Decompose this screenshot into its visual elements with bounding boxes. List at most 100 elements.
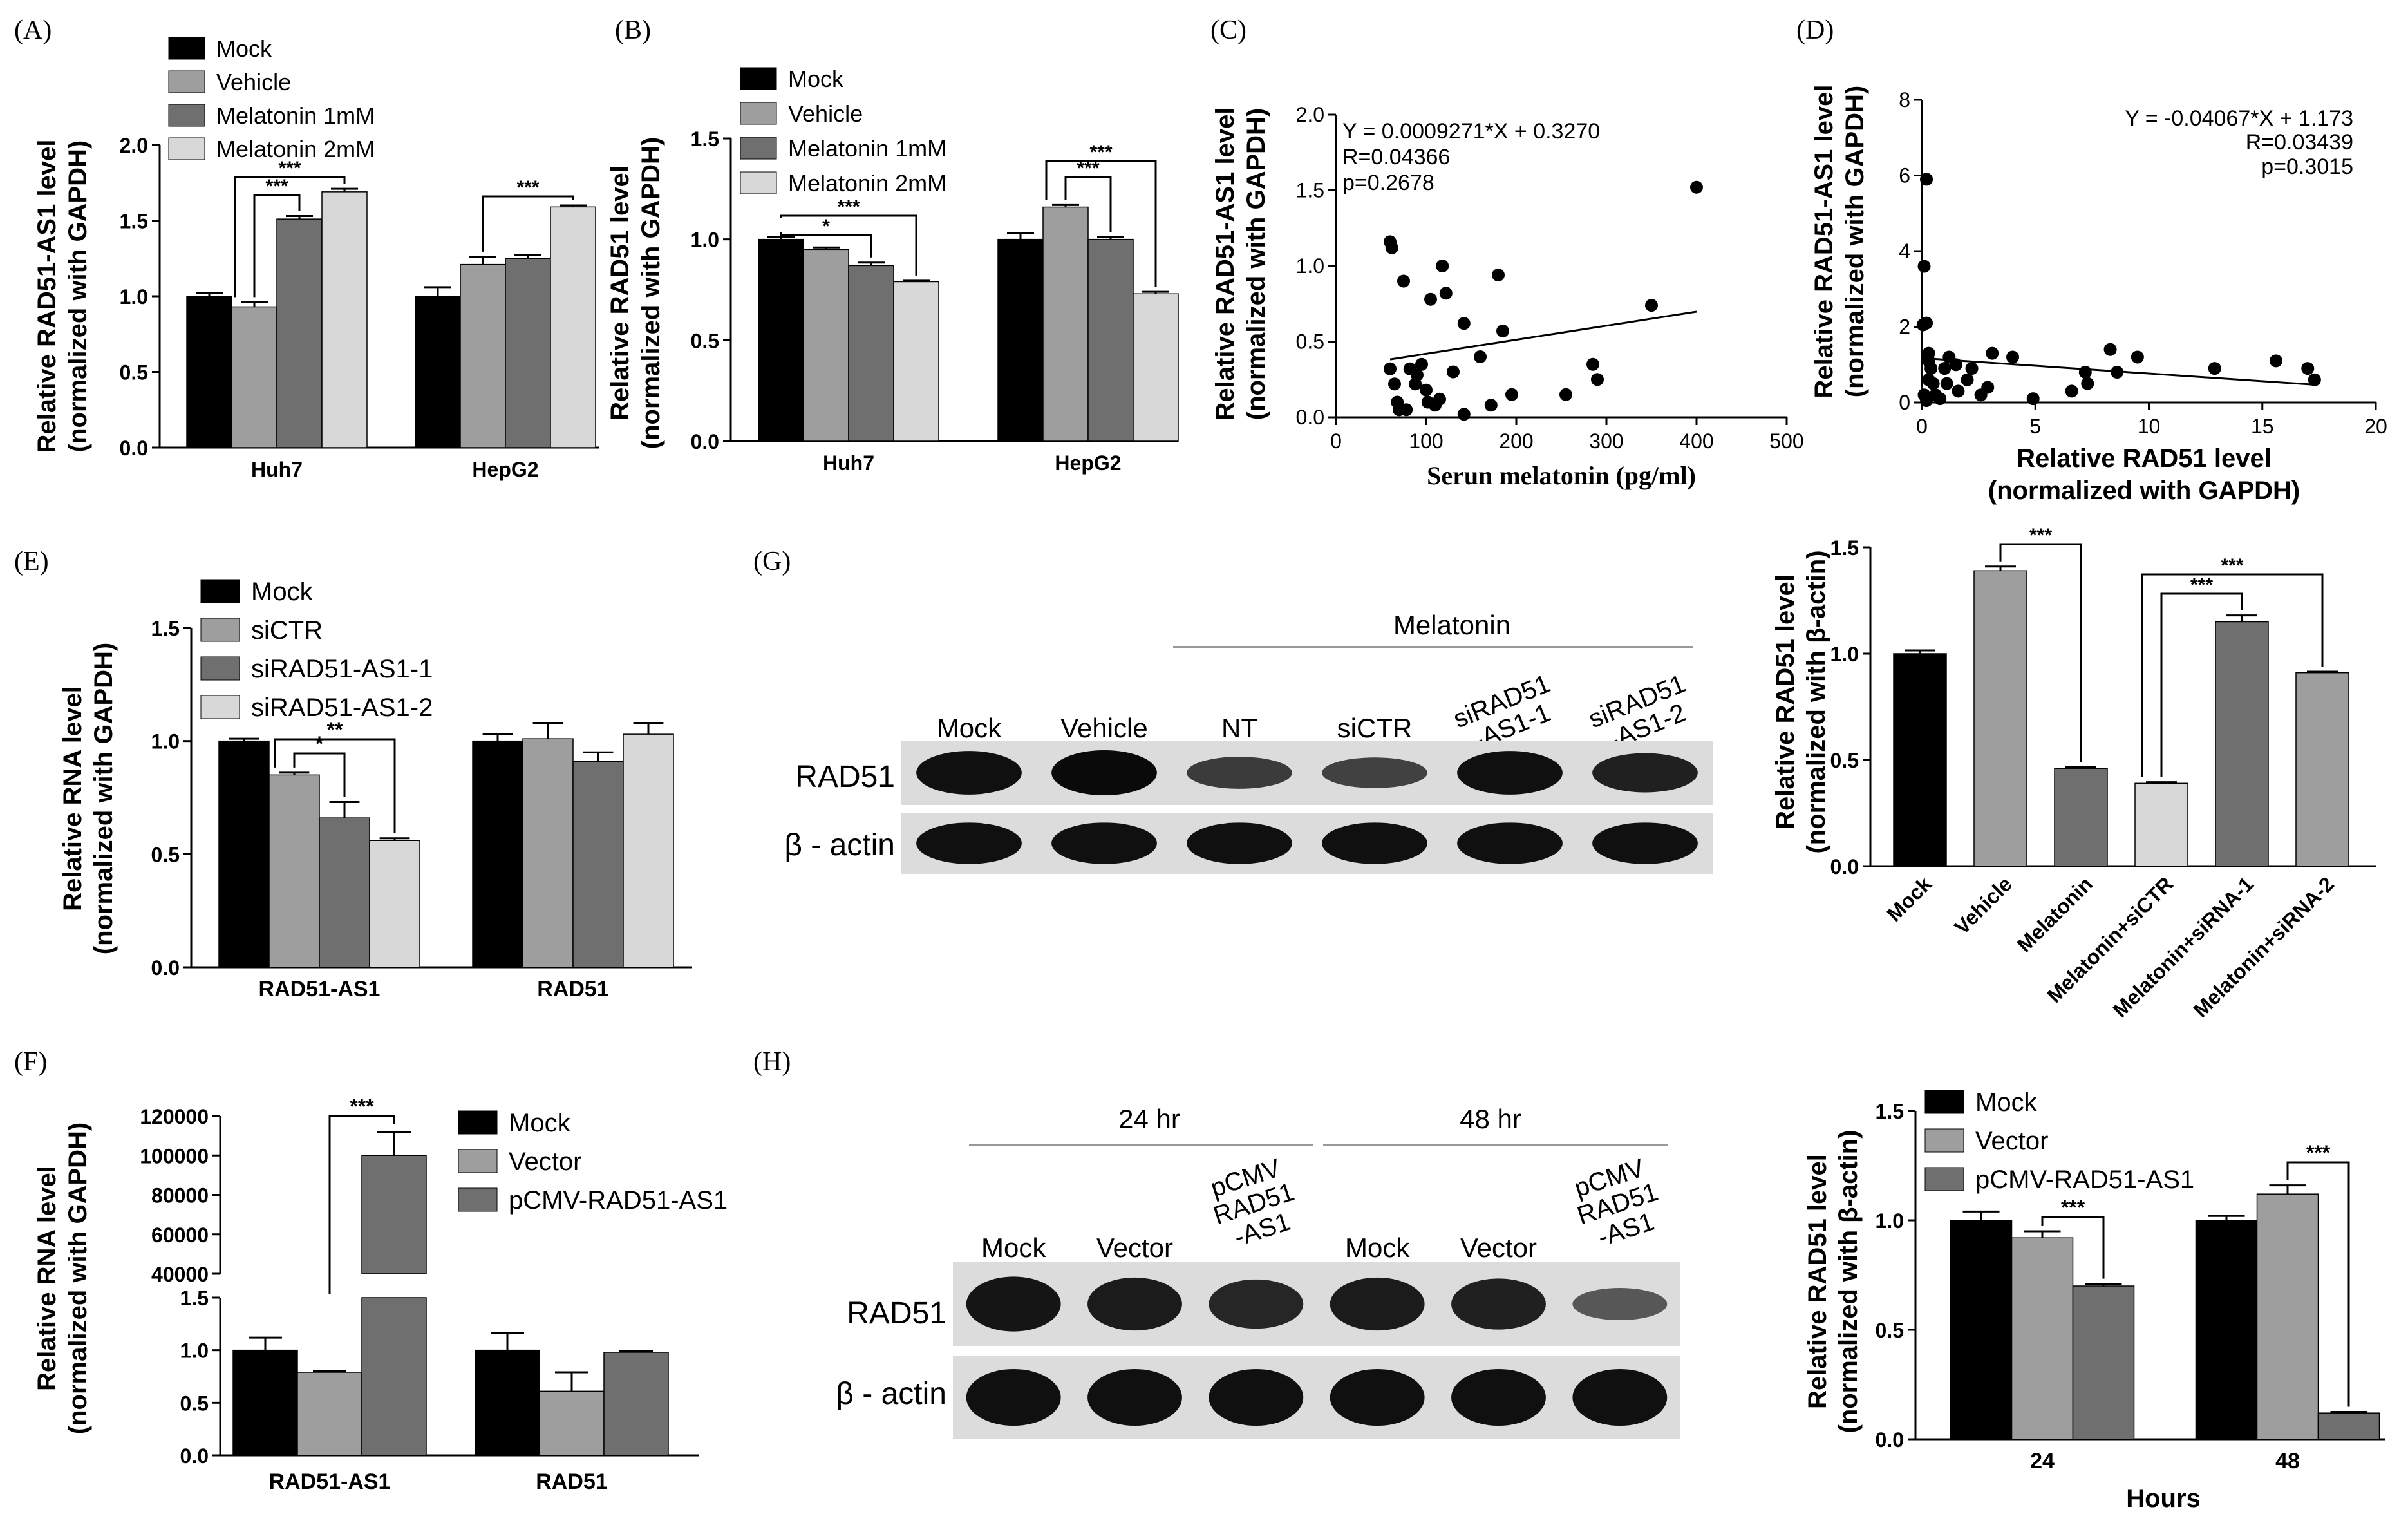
panel-label-e: (E) (14, 547, 49, 576)
bar (1133, 293, 1179, 442)
x-tick-label: 400 (1679, 430, 1713, 453)
y-tick-label: 1.0 (1830, 643, 1859, 666)
legend-entry: Vehicle (216, 69, 291, 95)
legend-swatch (458, 1110, 498, 1135)
y-axis-label: Relative RAD51 level (normalized with GAP… (606, 137, 665, 449)
lane-label: NT (1221, 713, 1257, 743)
data-point (1916, 318, 1930, 332)
chart-panel-a: Relative RAD51-AS1 level (normalized with… (33, 35, 599, 481)
y-tick-label: 0 (1899, 391, 1910, 414)
x-tick-label: 0 (1330, 430, 1342, 453)
bar (2295, 672, 2349, 867)
y-axis-label-line-1: Relative RAD51 level (1803, 1154, 1832, 1409)
legend-swatch (1924, 1167, 1964, 1191)
x-category-label: Melatonin+siRNA-1 (2109, 872, 2258, 1021)
panel-label-h: (H) (753, 1047, 791, 1077)
data-point (1924, 362, 1938, 375)
legend-swatch (168, 137, 205, 160)
row-label-actin: β - actin (836, 1377, 946, 1411)
regression-equation: Y = -0.04067*X + 1.173 (2125, 106, 2353, 131)
legend-swatch (200, 579, 240, 603)
data-point (1424, 292, 1437, 306)
lane-label: siCTR (1337, 713, 1413, 743)
bar (2256, 1193, 2319, 1440)
y-tick-label: 8 (1899, 88, 1910, 111)
correlation-r: R=0.04366 (1342, 145, 1450, 169)
panel-label-f: (F) (14, 1047, 47, 1077)
bar (572, 761, 624, 968)
data-point (2301, 362, 2315, 375)
y-tick-label: 2.0 (120, 134, 148, 157)
y-tick-label: 0.5 (151, 843, 180, 866)
actin-membrane (901, 813, 1713, 874)
legend-swatch (740, 171, 777, 194)
bar (539, 1390, 605, 1456)
lane-label: Vector (1460, 1233, 1537, 1263)
significance-label: *** (2306, 1141, 2331, 1164)
bar (2317, 1412, 2380, 1440)
data-point (1457, 408, 1471, 421)
data-point (1926, 377, 1940, 390)
y-tick-label: 0.5 (1296, 330, 1324, 354)
legend-entry: siRAD51-AS1-2 (251, 694, 433, 722)
rad51-membrane (953, 1262, 1680, 1346)
bar (268, 774, 320, 968)
legend-entry: siRAD51-AS1-1 (251, 655, 433, 683)
bar (232, 1349, 298, 1456)
y-tick-label: 0.5 (120, 361, 148, 384)
actin-band (1457, 822, 1563, 864)
data-point (2208, 362, 2221, 375)
x-tick-label: 5 (2029, 415, 2041, 438)
panel-label-b: (B) (615, 15, 651, 45)
significance-bracket (482, 195, 574, 252)
p-value: p=0.3015 (2261, 155, 2353, 179)
x-tick-label: 20 (2364, 415, 2387, 438)
significance-label: *** (2221, 555, 2243, 576)
rad51-band (916, 751, 1022, 795)
x-category-label: RAD51-AS1 (269, 1470, 391, 1494)
lane-label: Mock (1345, 1233, 1410, 1263)
y-axis-label-line-2: (normalized with GAPDH) (637, 137, 665, 449)
data-point (1559, 388, 1572, 401)
legend-entry: pCMV-RAD51-AS1 (1975, 1166, 2194, 1194)
panel-label-d: (D) (1796, 15, 1834, 45)
data-point (2078, 366, 2092, 379)
y-tick-label: 1.5 (120, 210, 148, 233)
y-axis-label-line-1: Relative RAD51-AS1 level (1211, 108, 1239, 421)
data-point (2065, 384, 2078, 398)
x-tick-label: 100 (1409, 430, 1443, 453)
data-point (2103, 343, 2117, 356)
x-category-label: Melatonin+siRNA-2 (2189, 872, 2338, 1021)
data-point (1645, 299, 1658, 312)
y-tick-label: 120000 (140, 1105, 209, 1128)
actin-membrane (953, 1356, 1680, 1439)
bar (623, 733, 674, 968)
x-category-label-rotated: Melatonin (2013, 872, 2097, 956)
x-tick-label: 15 (2251, 415, 2274, 438)
rad51-membrane (901, 741, 1713, 805)
bar (1973, 570, 2027, 867)
y-tick-label: 2 (1899, 316, 1910, 339)
rad51-band (1592, 753, 1698, 793)
y-tick-label: 6 (1899, 164, 1910, 187)
data-point (1388, 377, 1401, 391)
x-tick-label: 500 (1769, 430, 1803, 453)
data-point (1496, 325, 1509, 338)
bar (1042, 206, 1089, 442)
legend-swatch (740, 102, 777, 125)
y-tick-label: 0.0 (180, 1444, 209, 1468)
bar-lower-segment (361, 1297, 427, 1456)
rad51-band (1187, 757, 1292, 789)
bar (321, 191, 368, 448)
legend-entry: Melatonin 2mM (216, 136, 375, 162)
y-tick-label: 1.0 (120, 285, 148, 308)
data-point (1920, 394, 1933, 408)
legend-entry: Vector (509, 1148, 581, 1176)
y-axis-label-line-2: (normalized with GAPDH) (64, 140, 92, 452)
time-group-label: 48 hr (1460, 1104, 1521, 1134)
data-point (1690, 180, 1703, 194)
bar (893, 281, 939, 442)
legend-swatch (168, 70, 205, 93)
